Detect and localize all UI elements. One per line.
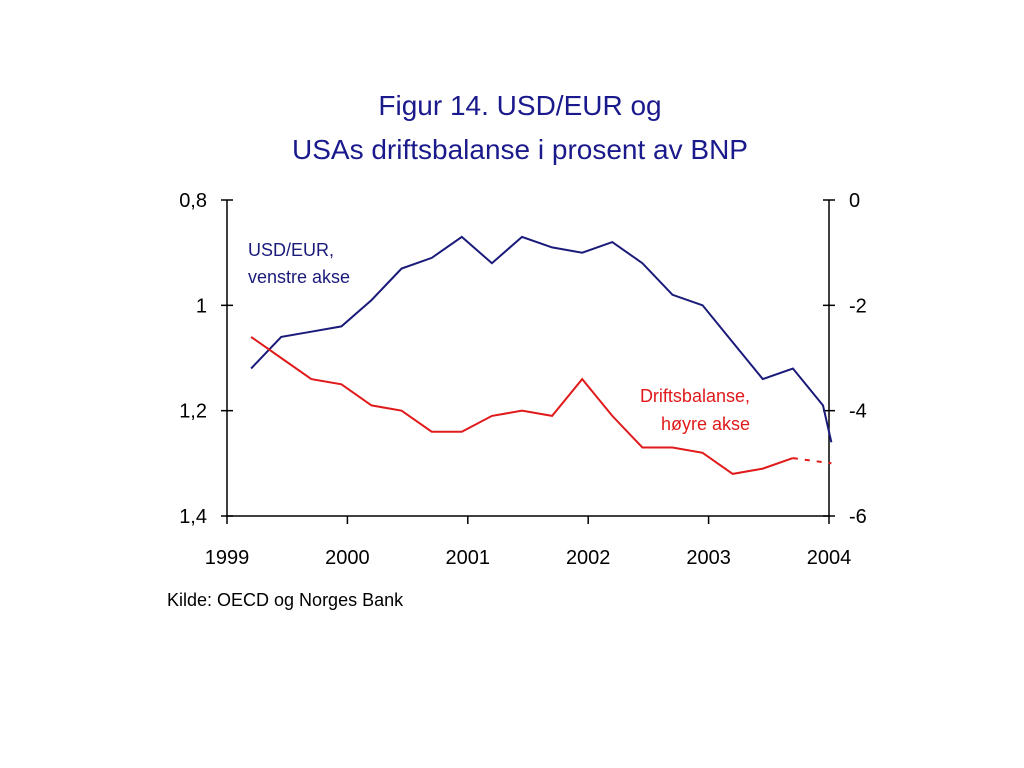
chart-title-line-2: USAs driftsbalanse i prosent av BNP xyxy=(292,134,748,165)
x-tick-label: 2003 xyxy=(686,547,731,569)
x-tick-label: 2002 xyxy=(566,547,611,569)
usd-eur-label-line-2: venstre akse xyxy=(248,267,350,287)
chart-source: Kilde: OECD og Norges Bank xyxy=(167,590,404,610)
driftsbalanse-projection-line xyxy=(792,457,832,465)
left-y-tick-label: 0,8 xyxy=(179,190,207,212)
right-y-tick-label: 0 xyxy=(849,190,860,212)
x-tick-label: 2001 xyxy=(446,547,491,569)
x-tick-label: 1999 xyxy=(205,547,250,569)
left-y-tick-label: 1,2 xyxy=(179,401,207,423)
chart-axes: 0,8 1 1,2 1,4 0 -2 -4 -6 1999 2000 2001 2002 2003 200… xyxy=(179,190,867,569)
right-y-tick-label: -6 xyxy=(849,506,867,528)
chart-series-layer xyxy=(250,235,833,475)
usd-eur-series-line xyxy=(250,235,833,443)
driftsbalanse-series-line xyxy=(250,336,794,475)
right-y-tick-label: -4 xyxy=(849,401,867,423)
driftsbalanse-label-line-2: høyre akse xyxy=(661,414,750,434)
x-tick-label: 2004 xyxy=(807,547,852,569)
usd-eur-label-line-1: USD/EUR, xyxy=(248,240,334,260)
left-y-tick-label: 1 xyxy=(196,295,207,317)
driftsbalanse-label-line-1: Driftsbalanse, xyxy=(640,386,750,406)
left-y-tick-label: 1,4 xyxy=(179,506,207,528)
chart-title-line-1: Figur 14. USD/EUR og xyxy=(378,90,661,121)
x-tick-label: 2000 xyxy=(325,547,370,569)
right-y-tick-label: -2 xyxy=(849,295,867,317)
